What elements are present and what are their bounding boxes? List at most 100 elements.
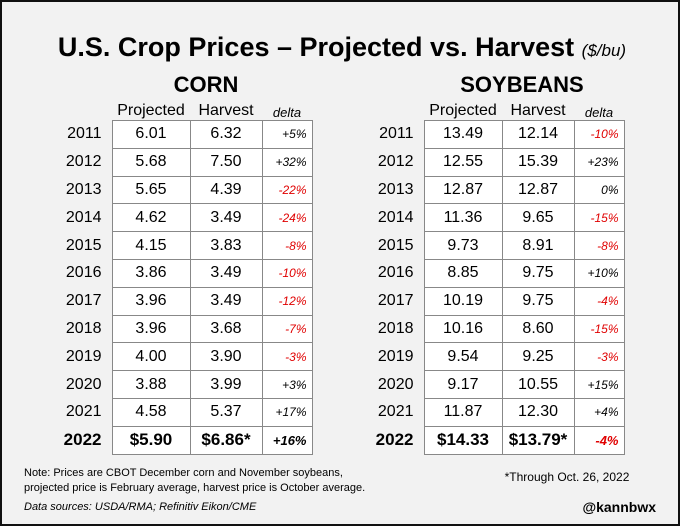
corn-projected-cell: $5.90 xyxy=(111,425,191,455)
corn-projected-cell: 6.01 xyxy=(111,120,191,149)
soybeans-delta-cell: +23% xyxy=(573,147,625,177)
corn-row: 2011 6.01 6.32 +5% xyxy=(58,120,313,149)
corn-harvest-cell: 3.90 xyxy=(189,342,263,372)
soybeans-harvest-cell: 8.91 xyxy=(501,231,575,260)
soybeans-row: 2021 11.87 12.30 +4% xyxy=(370,397,625,427)
corn-delta-cell: -22% xyxy=(261,175,313,205)
chart-title-text: U.S. Crop Prices – Projected vs. Harvest xyxy=(57,32,575,62)
soybeans-delta-cell: 0% xyxy=(573,175,625,205)
corn-row: 2014 4.62 3.49 -24% xyxy=(58,203,313,233)
corn-delta-cell: +5% xyxy=(261,120,313,149)
corn-table: 2011 6.01 6.32 +5% 2012 5.68 7.50 +32% 2013 5.65 4… xyxy=(58,120,313,455)
corn-delta-cell: -24% xyxy=(261,203,313,233)
soybeans-delta-cell: +10% xyxy=(573,258,625,288)
soybeans-row: 2022 $14.33 $13.79* -4% xyxy=(370,425,625,455)
corn-projected-cell: 3.96 xyxy=(111,286,191,316)
corn-delta-cell: +3% xyxy=(261,370,313,399)
corn-projected-cell: 3.86 xyxy=(111,258,191,288)
corn-harvest-cell: 3.49 xyxy=(189,286,263,316)
soybeans-row: 2020 9.17 10.55 +15% xyxy=(370,370,625,399)
footer-note-line-2: projected price is February average, har… xyxy=(24,482,366,494)
soybeans-harvest-cell: 10.55 xyxy=(501,370,575,399)
soybeans-delta-cell: -8% xyxy=(573,231,625,260)
corn-year-cell: 2014 xyxy=(65,208,102,226)
soybeans-header-delta: delta xyxy=(584,105,614,120)
soybeans-delta-cell: -10% xyxy=(573,120,625,149)
corn-harvest-cell: 5.37 xyxy=(189,397,263,427)
corn-row: 2016 3.86 3.49 -10% xyxy=(58,258,313,288)
corn-year-cell: 2017 xyxy=(65,292,102,310)
soybeans-harvest-cell: 12.14 xyxy=(501,120,575,149)
soybeans-row: 2014 11.36 9.65 -15% xyxy=(370,203,625,233)
corn-year-cell: 2015 xyxy=(65,236,102,254)
soybeans-year-cell: 2014 xyxy=(377,208,414,226)
corn-harvest-cell: 3.99 xyxy=(189,370,263,399)
corn-year-cell: 2016 xyxy=(65,264,102,282)
soybeans-delta-cell: +4% xyxy=(573,397,625,427)
corn-table-title: CORN xyxy=(173,72,239,97)
soybeans-table: 2011 13.49 12.14 -10% 2012 12.55 15.39 +23% 2013… xyxy=(370,120,625,455)
soybeans-delta-cell: -4% xyxy=(573,425,625,455)
soybeans-projected-cell: 12.87 xyxy=(423,175,503,205)
corn-delta-cell: -12% xyxy=(261,286,313,316)
corn-header-delta: delta xyxy=(272,105,302,120)
corn-year-cell: 2018 xyxy=(65,319,102,337)
corn-harvest-cell: 3.68 xyxy=(189,314,263,344)
corn-harvest-cell: 7.50 xyxy=(189,147,263,177)
soybeans-year-cell: 2020 xyxy=(377,375,414,393)
footnote: *Through Oct. 26, 2022 xyxy=(504,470,630,484)
corn-delta-cell: -10% xyxy=(261,258,313,288)
soybeans-year-cell: 2022 xyxy=(375,430,414,450)
soybeans-projected-cell: 11.36 xyxy=(423,203,503,233)
soybeans-harvest-cell: 12.30 xyxy=(501,397,575,427)
soybeans-row: 2018 10.16 8.60 -15% xyxy=(370,314,625,344)
soybeans-year-cell: 2021 xyxy=(377,403,414,421)
soybeans-delta-cell: -15% xyxy=(573,314,625,344)
corn-year-cell: 2012 xyxy=(65,153,102,171)
corn-delta-cell: -3% xyxy=(261,342,313,372)
corn-year-cell: 2020 xyxy=(65,375,102,393)
author-handle: @kannbwx xyxy=(582,499,656,515)
soybeans-row: 2019 9.54 9.25 -3% xyxy=(370,342,625,372)
soybeans-harvest-cell: $13.79* xyxy=(501,425,575,455)
soybeans-year-cell: 2019 xyxy=(377,347,414,365)
soybeans-harvest-cell: 9.25 xyxy=(501,342,575,372)
corn-year-cell: 2022 xyxy=(63,430,102,450)
corn-delta-cell: -7% xyxy=(261,314,313,344)
soybeans-column-headers: Projected Harvest delta xyxy=(370,100,625,120)
soybeans-harvest-cell: 9.75 xyxy=(501,286,575,316)
corn-panel: Projected Harvest delta 2011 6.01 6.32 +5% 2… xyxy=(58,100,313,455)
soybeans-projected-cell: 9.17 xyxy=(423,370,503,399)
soybeans-row: 2012 12.55 15.39 +23% xyxy=(370,147,625,177)
soybeans-projected-cell: 10.19 xyxy=(423,286,503,316)
soybeans-year-cell: 2012 xyxy=(377,153,414,171)
corn-harvest-cell: 6.32 xyxy=(189,120,263,149)
soybeans-harvest-cell: 9.75 xyxy=(501,258,575,288)
soybeans-year-cell: 2018 xyxy=(377,319,414,337)
chart-title-unit: ($/bu) xyxy=(581,41,627,60)
corn-row: 2018 3.96 3.68 -7% xyxy=(58,314,313,344)
soybeans-year-cell: 2016 xyxy=(377,264,414,282)
corn-projected-cell: 4.00 xyxy=(111,342,191,372)
soybeans-projected-cell: 11.87 xyxy=(423,397,503,427)
soybeans-projected-cell: 10.16 xyxy=(423,314,503,344)
soybeans-header-projected: Projected xyxy=(429,102,497,119)
soybeans-projected-cell: 9.54 xyxy=(423,342,503,372)
soybeans-harvest-cell: 8.60 xyxy=(501,314,575,344)
corn-projected-cell: 4.15 xyxy=(111,231,191,260)
soybeans-projected-cell: 13.49 xyxy=(423,120,503,149)
soybeans-delta-cell: -3% xyxy=(573,342,625,372)
corn-header-projected: Projected xyxy=(117,102,185,119)
corn-row: 2020 3.88 3.99 +3% xyxy=(58,370,313,399)
corn-projected-cell: 3.96 xyxy=(111,314,191,344)
corn-row: 2022 $5.90 $6.86* +16% xyxy=(58,425,313,455)
corn-delta-cell: +32% xyxy=(261,147,313,177)
soybeans-row: 2013 12.87 12.87 0% xyxy=(370,175,625,205)
corn-year-cell: 2011 xyxy=(67,125,102,143)
soybeans-header-harvest: Harvest xyxy=(510,102,566,119)
corn-harvest-cell: 4.39 xyxy=(189,175,263,205)
soybeans-delta-cell: +15% xyxy=(573,370,625,399)
soybeans-harvest-cell: 15.39 xyxy=(501,147,575,177)
corn-projected-cell: 3.88 xyxy=(111,370,191,399)
